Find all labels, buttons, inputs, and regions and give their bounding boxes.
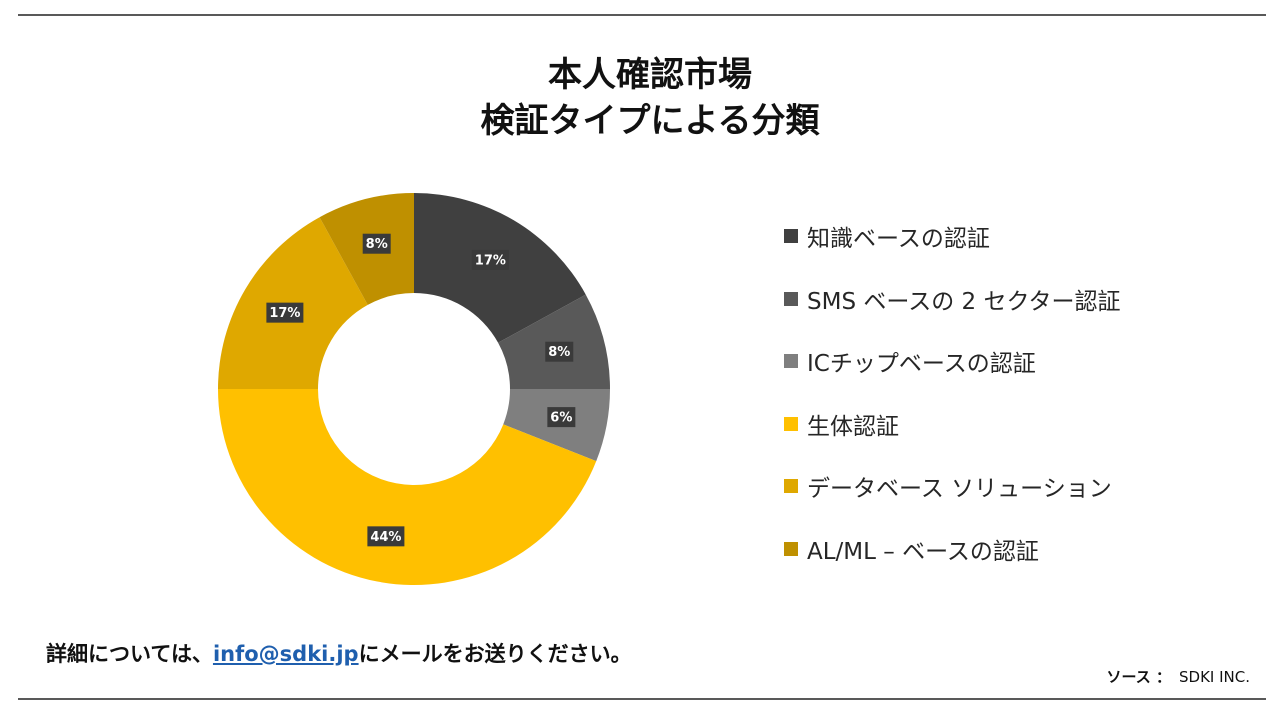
data-label-box [547, 407, 576, 428]
legend-item: データベース ソリューション [784, 455, 1121, 518]
data-label-box [545, 341, 574, 362]
legend-item: 知識ベースの認証 [784, 205, 1121, 268]
legend-label: 知識ベースの認証 [807, 226, 990, 253]
legend-item: ICチップベースの認証 [784, 330, 1121, 393]
top-rule [18, 14, 1266, 16]
chart-legend: 知識ベースの認証 SMS ベースの 2 セクター認証 ICチップベースの認証 生体認証… [784, 205, 1121, 580]
source-label: ソース ： [1106, 668, 1171, 686]
legend-item: 生体認証 [784, 393, 1121, 456]
bottom-rule [18, 698, 1266, 700]
legend-label: AL/ML – ベースの認証 [807, 538, 1039, 565]
data-label: 17% [471, 249, 509, 270]
data-label-text: 8% [548, 345, 570, 360]
contact-email-link[interactable]: info@sdki.jp [212, 642, 359, 666]
legend-item: SMS ベースの 2 セクター認証 [784, 268, 1121, 331]
data-label-text: 17% [475, 253, 506, 268]
data-label: 6% [547, 407, 576, 428]
donut-value-labels: 17% 8% 6% 44% 17% 8% [266, 233, 576, 547]
donut-slice [218, 389, 597, 585]
contact-note-suffix: にメールをお送りください。 [358, 642, 632, 666]
donut-slices [218, 193, 610, 585]
legend-item: AL/ML – ベースの認証 [784, 518, 1121, 581]
data-label-box [367, 526, 405, 547]
legend-label: データベース ソリューション [807, 476, 1112, 503]
data-label-box [362, 233, 391, 254]
data-label-text: 44% [370, 530, 401, 545]
legend-swatch [784, 354, 798, 369]
legend-swatch [784, 416, 798, 431]
data-label-text: 17% [269, 306, 300, 321]
chart-title: 本人確認市場 検証タイプによる分類 [0, 52, 1280, 144]
chart-title-line2: 検証タイプによる分類 [480, 101, 820, 141]
legend-label: ICチップベースの認証 [807, 351, 1036, 378]
legend-swatch [784, 291, 798, 306]
legend-swatch [784, 479, 798, 494]
data-label-text: 6% [550, 411, 572, 426]
legend-label: SMS ベースの 2 セクター認証 [807, 288, 1121, 315]
contact-note-prefix: 詳細については、 [46, 642, 213, 666]
legend-swatch [784, 541, 798, 556]
data-label-text: 8% [366, 237, 388, 252]
data-label: 17% [266, 302, 304, 323]
data-label-box [471, 249, 509, 270]
source-credit: ソース ： SDKI INC. [1107, 666, 1250, 687]
data-label: 8% [545, 341, 574, 362]
data-label-box [266, 302, 304, 323]
legend-label: 生体認証 [807, 413, 899, 440]
source-value: SDKI INC. [1179, 668, 1250, 686]
chart-title-line1: 本人確認市場 [548, 55, 752, 95]
contact-note: 詳細については、info@sdki.jpにメールをお送りください。 [46, 638, 632, 668]
data-label: 44% [367, 526, 405, 547]
data-label: 8% [362, 233, 391, 254]
legend-swatch [784, 229, 798, 244]
